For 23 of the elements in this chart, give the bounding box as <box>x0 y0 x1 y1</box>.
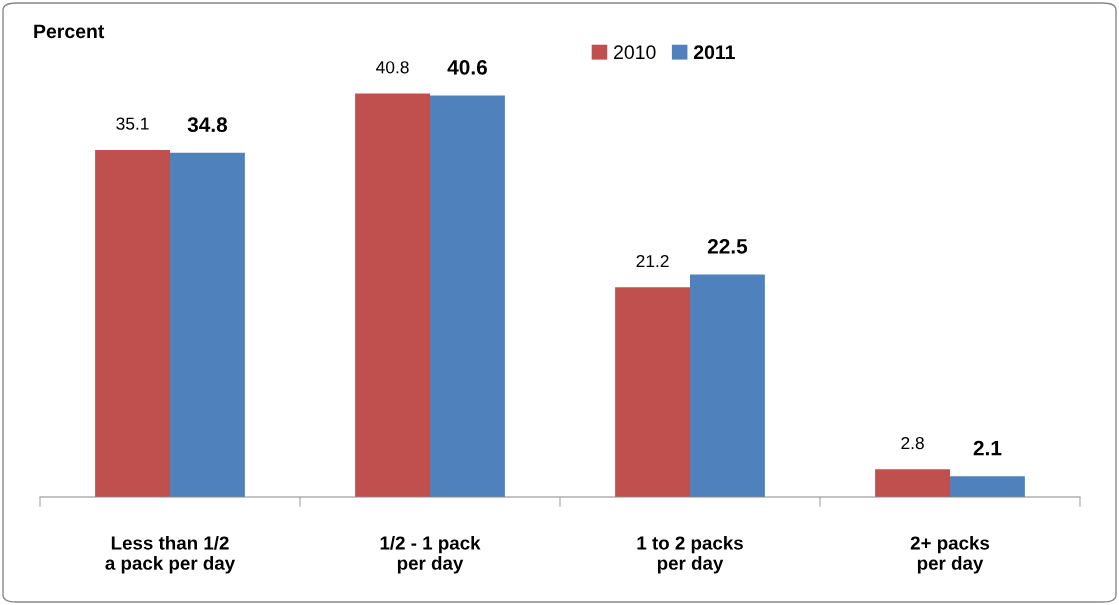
bar <box>875 469 950 497</box>
bar <box>170 152 245 497</box>
data-label: 21.2 <box>636 254 669 268</box>
data-label: 34.8 <box>187 117 228 133</box>
y-axis-title: Percent <box>34 24 105 39</box>
data-label: 40.6 <box>447 59 487 75</box>
data-label: 35.1 <box>116 117 149 130</box>
x-tick-label: 1 to 2 packs per day <box>637 535 743 574</box>
data-label: 40.8 <box>376 61 409 74</box>
legend-label: 2010 <box>614 45 656 60</box>
x-tick-label: Less than 1/2 a pack per day <box>105 535 236 574</box>
data-label: 22.5 <box>707 238 748 254</box>
data-label: 2.8 <box>901 436 924 450</box>
bar <box>430 95 505 497</box>
x-tick-label: 2+ packs per day <box>910 535 990 574</box>
legend-label: 2011 <box>693 45 735 60</box>
data-label: 2.1 <box>973 440 1002 456</box>
bar <box>355 93 430 497</box>
bar <box>95 149 170 497</box>
x-tick-label: 1/2 - 1 pack per day <box>380 535 481 574</box>
bar <box>950 476 1025 497</box>
bar <box>615 287 690 497</box>
bar <box>690 274 765 497</box>
